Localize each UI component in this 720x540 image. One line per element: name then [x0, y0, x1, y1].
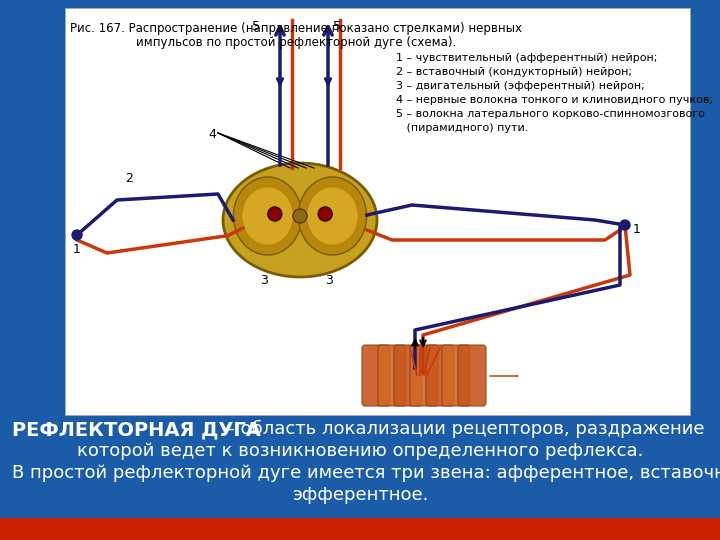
Text: 3: 3 [261, 274, 269, 287]
Text: импульсов по простой рефлекторной дуге (схема).: импульсов по простой рефлекторной дуге (… [136, 36, 456, 49]
FancyBboxPatch shape [394, 345, 422, 406]
Text: эфферентное.: эфферентное. [292, 486, 428, 504]
Text: 3: 3 [325, 274, 333, 287]
Circle shape [293, 209, 307, 223]
Circle shape [620, 220, 630, 230]
FancyBboxPatch shape [458, 345, 486, 406]
Text: 1: 1 [633, 223, 641, 236]
FancyBboxPatch shape [378, 345, 406, 406]
FancyBboxPatch shape [362, 345, 390, 406]
Text: – область локализации рецепторов, раздражение: – область локализации рецепторов, раздра… [220, 420, 704, 438]
Text: 4 – нервные волокна тонкого и клиновидного пучков;: 4 – нервные волокна тонкого и клиновидно… [396, 95, 714, 105]
Text: 2 – вставочный (кондукторный) нейрон;: 2 – вставочный (кондукторный) нейрон; [396, 67, 632, 77]
Text: (пирамидного) пути.: (пирамидного) пути. [396, 123, 528, 133]
Text: РЕФЛЕКТОРНАЯ ДУГА: РЕФЛЕКТОРНАЯ ДУГА [12, 420, 261, 439]
Circle shape [72, 230, 82, 240]
Text: Рис. 167. Распространение (направление показано стрелками) нервных: Рис. 167. Распространение (направление п… [71, 22, 522, 35]
Circle shape [268, 207, 282, 221]
Text: 5: 5 [252, 20, 260, 33]
Ellipse shape [243, 187, 293, 245]
Text: 1: 1 [73, 243, 81, 256]
Bar [65, 8, 690, 415]
Text: 2: 2 [125, 172, 133, 185]
Ellipse shape [307, 187, 358, 245]
Text: 3 – двигательный (эфферентный) нейрон;: 3 – двигательный (эфферентный) нейрон; [396, 81, 645, 91]
Text: которой ведет к возникновению определенного рефлекса.: которой ведет к возникновению определенн… [77, 442, 643, 460]
Bar [0, 518, 720, 540]
FancyBboxPatch shape [442, 345, 470, 406]
FancyBboxPatch shape [426, 345, 454, 406]
Circle shape [318, 207, 332, 221]
Ellipse shape [223, 163, 377, 277]
Text: 5: 5 [333, 20, 341, 33]
Text: 5 – волокна латерального корково-спинномозгового: 5 – волокна латерального корково-спинном… [396, 109, 705, 119]
FancyBboxPatch shape [410, 345, 438, 406]
Ellipse shape [233, 177, 302, 255]
Text: 4: 4 [208, 128, 216, 141]
Ellipse shape [298, 177, 366, 255]
Text: В простой рефлекторной дуге имеется три звена: афферентное, вставочное,: В простой рефлекторной дуге имеется три … [12, 464, 720, 482]
Text: 1 – чувствительный (афферентный) нейрон;: 1 – чувствительный (афферентный) нейрон; [396, 53, 657, 63]
